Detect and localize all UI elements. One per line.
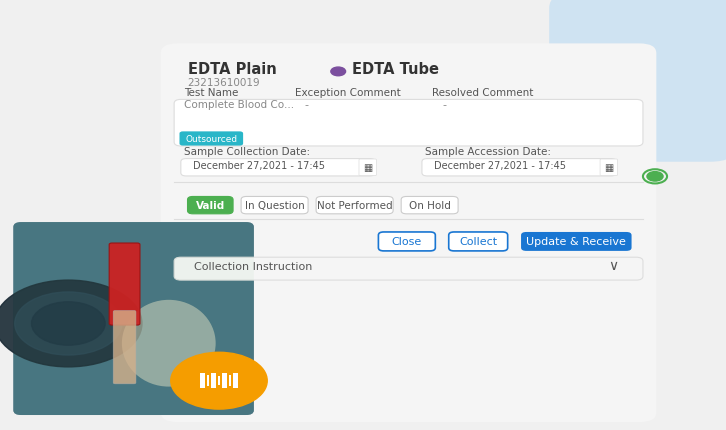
FancyBboxPatch shape (13, 223, 254, 415)
Bar (222, 373, 227, 388)
FancyBboxPatch shape (241, 197, 308, 214)
Text: Exception Comment: Exception Comment (295, 88, 401, 98)
Circle shape (647, 172, 663, 181)
Text: Sample Accession Date:: Sample Accession Date: (425, 147, 551, 157)
Text: Close: Close (392, 237, 422, 247)
FancyBboxPatch shape (549, 0, 726, 163)
Bar (233, 373, 238, 388)
FancyBboxPatch shape (113, 311, 136, 384)
Text: In Question: In Question (245, 201, 304, 211)
Bar (218, 377, 220, 385)
Text: On Hold: On Hold (409, 201, 451, 211)
Text: December 27,2021 - 17:45: December 27,2021 - 17:45 (434, 161, 566, 171)
Text: EDTA Plain: EDTA Plain (187, 62, 277, 77)
FancyBboxPatch shape (378, 233, 436, 251)
Text: Valid: Valid (196, 201, 225, 211)
FancyBboxPatch shape (600, 160, 618, 176)
Circle shape (31, 302, 105, 345)
FancyBboxPatch shape (422, 159, 616, 177)
Text: -: - (442, 100, 446, 110)
FancyBboxPatch shape (179, 132, 243, 146)
FancyBboxPatch shape (13, 223, 254, 415)
Circle shape (0, 280, 142, 367)
FancyBboxPatch shape (109, 243, 140, 326)
FancyBboxPatch shape (449, 233, 507, 251)
Text: ∨: ∨ (608, 258, 618, 272)
Circle shape (171, 353, 267, 409)
Text: ▦: ▦ (604, 163, 613, 173)
Bar (211, 373, 216, 388)
FancyBboxPatch shape (181, 159, 375, 177)
Bar (229, 375, 232, 386)
FancyBboxPatch shape (174, 100, 643, 147)
Text: Update & Receive: Update & Receive (526, 237, 626, 247)
Text: Test Name: Test Name (184, 88, 239, 98)
Text: Outsourced: Outsourced (185, 135, 237, 144)
Text: Resolved Comment: Resolved Comment (432, 88, 534, 98)
Bar (207, 375, 209, 386)
FancyBboxPatch shape (401, 197, 458, 214)
Text: Not Performed: Not Performed (317, 201, 393, 211)
Text: December 27,2021 - 17:45: December 27,2021 - 17:45 (193, 161, 325, 171)
FancyBboxPatch shape (187, 197, 233, 214)
Text: Sample Collection Date:: Sample Collection Date: (184, 147, 310, 157)
FancyBboxPatch shape (160, 44, 656, 422)
Text: EDTA Tube: EDTA Tube (351, 62, 439, 77)
FancyBboxPatch shape (359, 160, 376, 176)
Circle shape (331, 68, 346, 77)
Circle shape (15, 292, 122, 355)
FancyBboxPatch shape (13, 223, 254, 415)
FancyBboxPatch shape (521, 233, 632, 251)
Text: -: - (305, 100, 309, 110)
Text: Complete Blood Co...: Complete Blood Co... (184, 100, 294, 110)
FancyBboxPatch shape (174, 258, 643, 280)
FancyBboxPatch shape (316, 197, 393, 214)
Text: 23213610019: 23213610019 (187, 78, 260, 88)
Text: ▦: ▦ (363, 163, 372, 173)
Text: Collection Instruction: Collection Instruction (195, 261, 313, 271)
Ellipse shape (122, 300, 216, 387)
Text: Collect: Collect (459, 237, 497, 247)
Bar (200, 373, 205, 388)
